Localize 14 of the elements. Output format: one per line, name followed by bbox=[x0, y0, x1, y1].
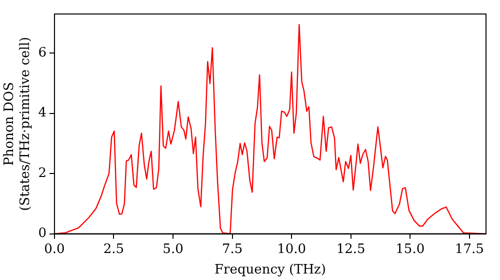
x-tick-label: 0.0 bbox=[44, 242, 65, 257]
y-tick-label: 2 bbox=[38, 166, 46, 181]
y-tick-label: 4 bbox=[38, 106, 46, 121]
x-tick-label: 17.5 bbox=[454, 242, 484, 257]
x-tick-label: 15.0 bbox=[396, 242, 425, 257]
x-tick-label: 10.0 bbox=[277, 242, 306, 257]
x-tick-label: 2.5 bbox=[103, 242, 124, 257]
x-tick-label: 7.5 bbox=[222, 242, 243, 257]
y-axis-title: Phonon DOS (States/THz·primitive cell) bbox=[2, 36, 33, 211]
y-tick-label: 6 bbox=[38, 46, 46, 61]
x-axis-title: Frequency (THz) bbox=[214, 262, 326, 278]
y-tick-label: 0 bbox=[38, 226, 46, 242]
x-tick-label: 12.5 bbox=[336, 242, 366, 257]
x-tick-label: 5.0 bbox=[162, 242, 184, 257]
